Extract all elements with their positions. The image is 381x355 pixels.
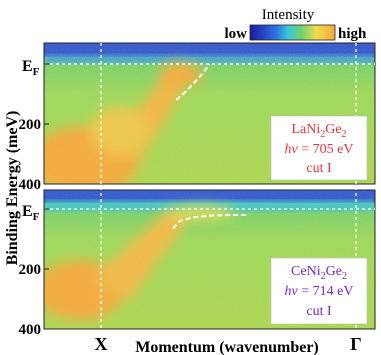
annotation-bottom-cut: cut I xyxy=(306,304,332,319)
colorbar-high-label: high xyxy=(338,26,367,42)
y-tick-label-400-bottom: 400 xyxy=(19,322,42,338)
annotation-bottom-formula: CeNi2Ge2 xyxy=(291,264,347,282)
y-tick-label-ef-bottom: EF xyxy=(22,203,40,223)
dispersion-curve-top xyxy=(175,63,211,101)
panel-bottom-frame xyxy=(43,189,376,330)
annotation-top-formula: LaNi2Ge2 xyxy=(291,122,346,140)
colorbar xyxy=(249,24,336,41)
x-tick-label-gamma: Γ xyxy=(350,334,361,354)
y-tick-label-400-top: 400 xyxy=(19,177,42,193)
x-tick-label-x: X xyxy=(95,334,108,354)
colorbar-title: Intensity xyxy=(262,7,315,23)
panel-top-frame xyxy=(43,42,376,185)
annotation-top-energy: hν = 705 eV xyxy=(285,142,354,157)
x-axis-title: Momentum (wavenumber) xyxy=(135,339,319,355)
y-tick-marks xyxy=(44,63,49,330)
colorbar-low-label: low xyxy=(225,26,248,42)
annotation-bottom-energy: hν = 714 eV xyxy=(285,284,354,299)
annotation-box-bottom: CeNi2Ge2 hν = 714 eV cut I xyxy=(270,257,368,325)
y-tick-label-200-bottom: 200 xyxy=(19,262,42,278)
annotation-box-top: LaNi2Ge2 hν = 705 eV cut I xyxy=(270,115,368,181)
y-tick-label-ef-top: EF xyxy=(22,58,40,78)
y-axis-title: Binding Energy (meV) xyxy=(4,111,21,266)
y-tick-label-200-top: 200 xyxy=(19,117,42,133)
annotation-top-cut: cut I xyxy=(306,161,332,176)
dispersion-curve-bottom xyxy=(172,214,250,230)
